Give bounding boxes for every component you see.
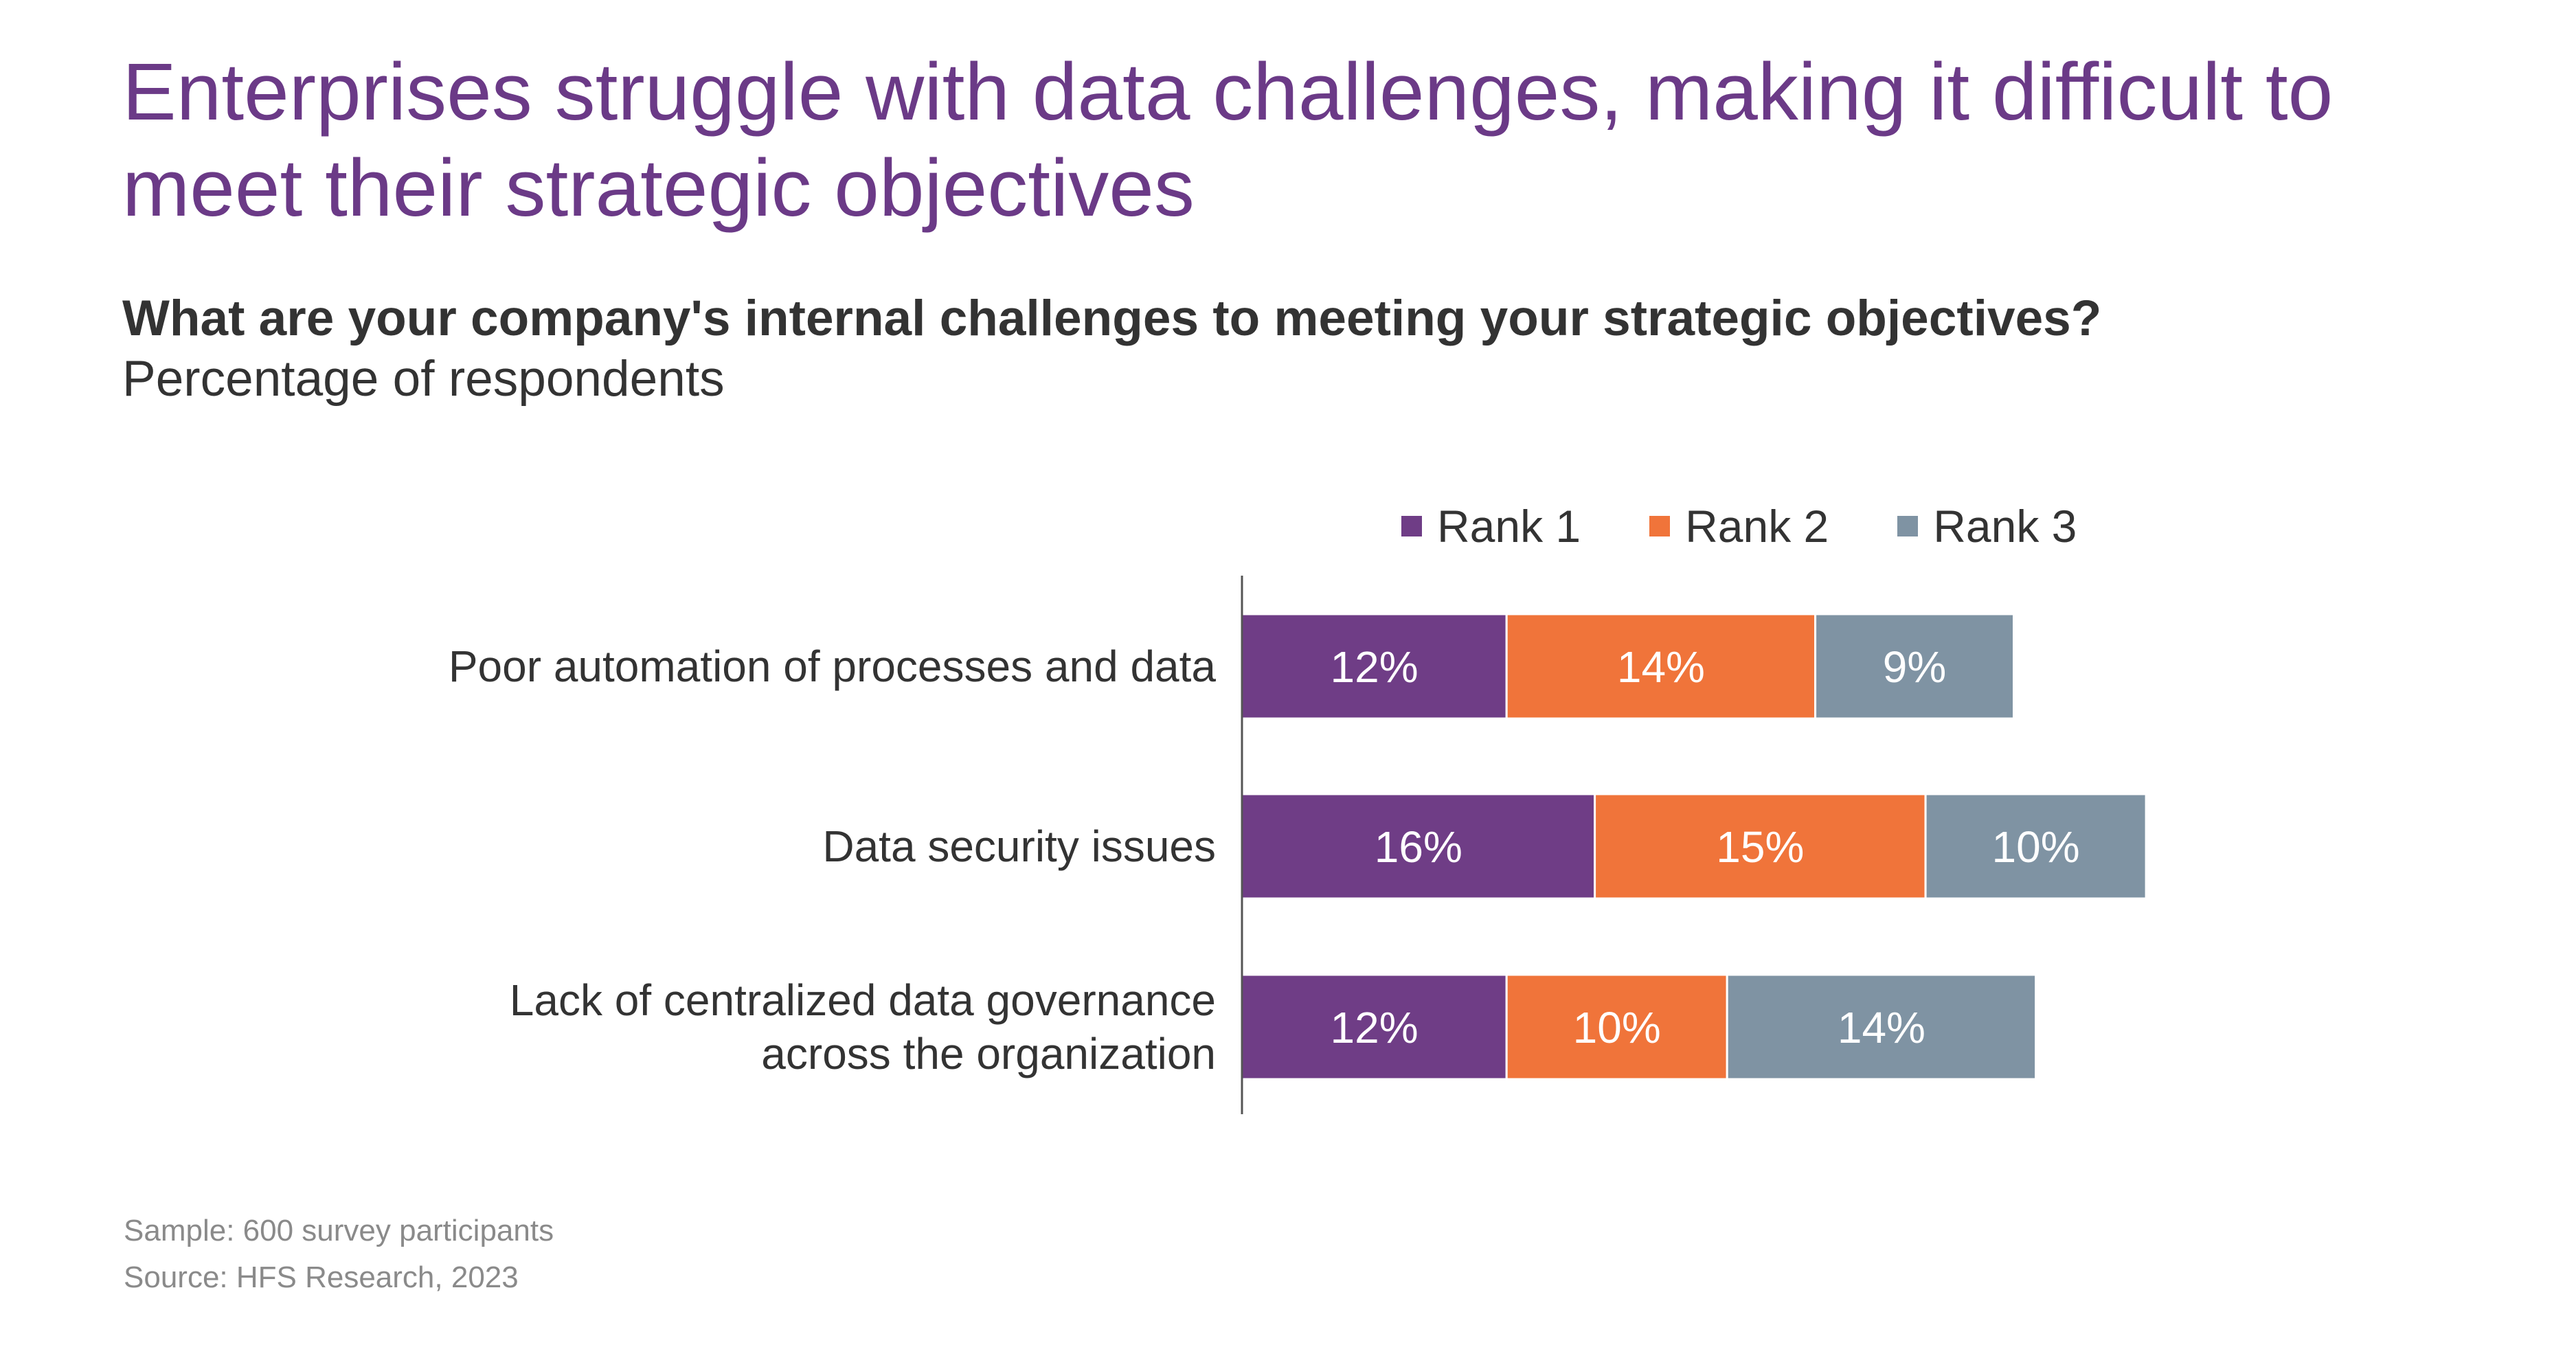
category-label: Data security issues xyxy=(822,822,1216,871)
source-note: Source: HFS Research, 2023 xyxy=(124,1261,519,1294)
legend-swatch-rank-1 xyxy=(1401,516,1422,536)
legend-item-rank-2: Rank 2 xyxy=(1649,500,1829,552)
bar-segment xyxy=(1814,613,2015,720)
page-title: Enterprises struggle with data challenge… xyxy=(122,47,2334,234)
legend-item-rank-1: Rank 1 xyxy=(1401,500,1581,552)
bar-segment xyxy=(1505,973,1728,1081)
stacked-bar-chart: 12% 14% 9% Poor automation of processes and… xyxy=(449,576,2147,1114)
category-label: Lack of centralized data governance acros… xyxy=(510,975,1216,1078)
data-label: 10% xyxy=(1573,1003,1661,1052)
data-label: 12% xyxy=(1331,642,1419,692)
legend-label-rank-2: Rank 2 xyxy=(1685,501,1829,552)
bar-segment xyxy=(1241,973,1508,1081)
footnotes: Sample: 600 survey participants Source: … xyxy=(124,1208,554,1301)
legend-label-rank-1: Rank 1 xyxy=(1437,501,1581,552)
category-label-line: across the organization xyxy=(761,1029,1216,1078)
data-label: 14% xyxy=(1838,1003,1925,1052)
legend-item-rank-3: Rank 3 xyxy=(1897,500,2077,552)
data-label: 12% xyxy=(1331,1003,1419,1052)
legend-swatch-rank-2 xyxy=(1649,516,1671,536)
data-label: 10% xyxy=(1992,822,2080,872)
category-label: Poor automation of processes and data xyxy=(449,642,1217,691)
bar-segment xyxy=(1924,793,2147,900)
data-label: 15% xyxy=(1716,822,1804,872)
category-label-line: Poor automation of processes and data xyxy=(449,642,1217,691)
bar-segment xyxy=(1594,793,1927,900)
category-label-line: Lack of centralized data governance xyxy=(510,975,1216,1025)
data-label: 16% xyxy=(1375,822,1462,872)
bar-segment xyxy=(1241,793,1596,900)
data-label: 14% xyxy=(1617,642,1705,692)
legend-swatch-rank-3 xyxy=(1897,516,1919,536)
chart-unit-label: Percentage of respondents xyxy=(122,351,725,407)
chart-legend: Rank 1 Rank 2 Rank 3 xyxy=(1401,500,2077,552)
data-label: 9% xyxy=(1883,642,1947,692)
bar-segment xyxy=(1726,973,2037,1081)
chart-question: What are your company's internal challen… xyxy=(122,291,2102,346)
sample-note: Sample: 600 survey participants xyxy=(124,1214,554,1247)
legend-label-rank-3: Rank 3 xyxy=(1933,501,2077,552)
category-label-line: Data security issues xyxy=(822,822,1216,871)
